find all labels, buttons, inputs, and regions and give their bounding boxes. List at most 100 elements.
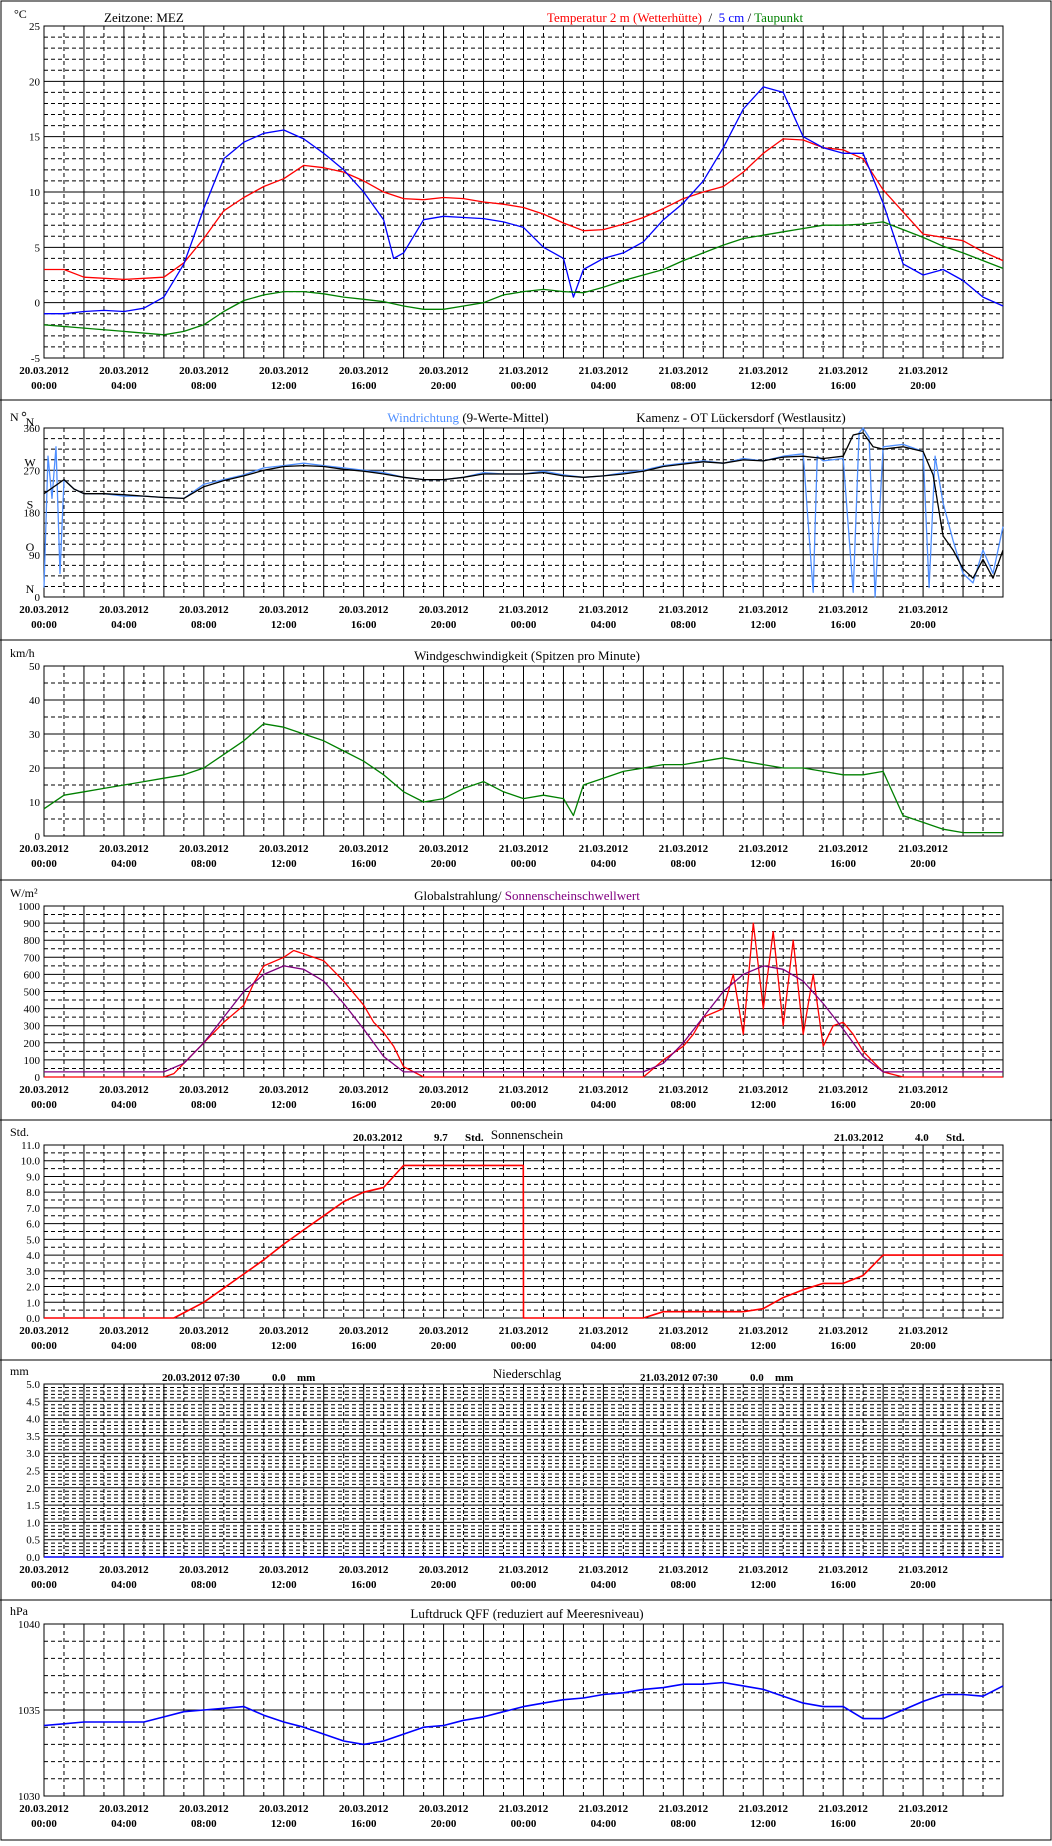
- press-xtick-date: 20.03.2012: [99, 1803, 149, 1815]
- temp-title-part: Taupunkt: [754, 10, 803, 25]
- press-xtick-time: 16:00: [351, 1818, 377, 1830]
- dir-title: Windrichtung (9-Werte-Mittel): [387, 410, 548, 425]
- temp-series-2-line: [44, 86, 1004, 315]
- rad-xtick-date: 21.03.2012: [739, 1084, 789, 1096]
- rain-xtick-time: 08:00: [670, 1579, 696, 1591]
- dir-ytick-label: 90: [29, 550, 41, 562]
- dir-xtick-date: 21.03.2012: [739, 604, 789, 616]
- dir-xtick-date: 20.03.2012: [19, 604, 69, 616]
- speed-title-part: Windgeschwindigkeit (Spitzen pro Minute): [414, 648, 640, 663]
- rad-xtick-time: 16:00: [351, 1099, 377, 1111]
- rain-ytick-label: 2.0: [26, 1483, 40, 1495]
- speed-ytick-label: 40: [29, 695, 41, 707]
- temp-series-3-line: [43, 221, 1004, 336]
- rain-xtick-time: 12:00: [271, 1579, 297, 1591]
- press-title: Luftdruck QFF (reduziert auf Meeresnivea…: [410, 1606, 643, 1621]
- rad-xtick-date: 20.03.2012: [99, 1084, 149, 1096]
- rain-xtick-time: 04:00: [591, 1579, 617, 1591]
- temp-xtick-date: 20.03.2012: [259, 365, 309, 377]
- dir-xtick-date: 21.03.2012: [499, 604, 549, 616]
- temp-xtick-date: 21.03.2012: [739, 365, 789, 377]
- press-xtick-date: 21.03.2012: [898, 1803, 948, 1815]
- sun-xtick-date: 21.03.2012: [579, 1325, 629, 1337]
- speed-xtick-date: 20.03.2012: [99, 843, 149, 855]
- dir-xtick-time: 12:00: [271, 619, 297, 631]
- sun-xtick-time: 12:00: [271, 1340, 297, 1352]
- temp-xtick-time: 00:00: [31, 380, 57, 392]
- press-unit: hPa: [10, 1604, 29, 1618]
- rain-xtick-time: 00:00: [31, 1579, 57, 1591]
- dir-series-2-line: [43, 432, 1004, 579]
- press-xtick-time: 20:00: [431, 1818, 457, 1830]
- temp-title: Temperatur 2 m (Wetterhütte) / 5 cm / Ta…: [547, 10, 804, 25]
- rad-xtick-time: 04:00: [111, 1099, 137, 1111]
- compass-label: S: [27, 498, 34, 512]
- sun-summary-date: 20.03.2012: [353, 1132, 403, 1144]
- rad-ytick-label: 600: [24, 969, 41, 981]
- dir-xtick-date: 20.03.2012: [179, 604, 229, 616]
- rad-xtick-time: 00:00: [31, 1099, 57, 1111]
- rad-xtick-date: 20.03.2012: [339, 1084, 389, 1096]
- sun-summary-unit: Std.: [465, 1132, 484, 1144]
- temp-xtick-time: 08:00: [191, 380, 217, 392]
- sun-title: Sonnenschein: [491, 1127, 564, 1142]
- sun-title-part: Sonnenschein: [491, 1127, 564, 1142]
- press-xtick-time: 20:00: [910, 1818, 936, 1830]
- sun-summary-value: 9.7: [434, 1132, 448, 1144]
- sun-xtick-time: 00:00: [511, 1340, 537, 1352]
- rain-summary-date: 20.03.2012 07:30: [162, 1372, 240, 1384]
- speed-ytick-label: 0: [35, 831, 41, 843]
- dir-ytick-label: 270: [24, 465, 41, 477]
- temp-xtick-date: 20.03.2012: [339, 365, 389, 377]
- rad-xtick-time: 08:00: [191, 1099, 217, 1111]
- rain-xtick-date: 20.03.2012: [419, 1564, 469, 1576]
- press-ytick-label: 1040: [18, 1619, 41, 1631]
- speed-xtick-date: 20.03.2012: [19, 843, 69, 855]
- press-xtick-time: 12:00: [271, 1818, 297, 1830]
- press-series-1-line: [43, 1681, 1004, 1746]
- sun-xtick-time: 16:00: [351, 1340, 377, 1352]
- temp-xtick-date: 20.03.2012: [419, 365, 469, 377]
- press-xtick-date: 21.03.2012: [579, 1803, 629, 1815]
- rain-ytick-label: 2.5: [26, 1466, 40, 1478]
- rain-xtick-time: 20:00: [910, 1579, 936, 1591]
- rad-xtick-time: 12:00: [750, 1099, 776, 1111]
- temp-xtick-time: 16:00: [830, 380, 856, 392]
- temp-xtick-date: 21.03.2012: [659, 365, 709, 377]
- rad-xtick-date: 21.03.2012: [818, 1084, 868, 1096]
- rad-series-1-line: [44, 922, 1003, 1078]
- temp-ytick-label: 5: [35, 242, 41, 254]
- speed-title: Windgeschwindigkeit (Spitzen pro Minute): [414, 648, 640, 663]
- dir-xtick-time: 16:00: [351, 619, 377, 631]
- press-xtick-time: 00:00: [31, 1818, 57, 1830]
- press-xtick-time: 04:00: [111, 1818, 137, 1830]
- dir-xtick-time: 00:00: [511, 619, 537, 631]
- rain-xtick-time: 00:00: [511, 1579, 537, 1591]
- rad-xtick-date: 20.03.2012: [259, 1084, 309, 1096]
- rad-xtick-date: 20.03.2012: [179, 1084, 229, 1096]
- sun-ytick-label: 8.0: [26, 1187, 40, 1199]
- speed-ytick-label: 20: [29, 763, 41, 775]
- press-xtick-date: 21.03.2012: [739, 1803, 789, 1815]
- rad-xtick-date: 20.03.2012: [419, 1084, 469, 1096]
- speed-xtick-date: 20.03.2012: [419, 843, 469, 855]
- speed-xtick-time: 16:00: [351, 858, 377, 870]
- temp-title-part: /: [702, 10, 719, 25]
- temp-ytick-label: 0: [35, 298, 41, 310]
- rain-xtick-date: 21.03.2012: [818, 1564, 868, 1576]
- rain-ytick-label: 3.0: [26, 1448, 40, 1460]
- rain-xtick-date: 21.03.2012: [659, 1564, 709, 1576]
- rad-xtick-time: 12:00: [271, 1099, 297, 1111]
- speed-xtick-time: 00:00: [511, 858, 537, 870]
- dir-xtick-time: 04:00: [111, 619, 137, 631]
- speed-xtick-time: 08:00: [670, 858, 696, 870]
- rain-xtick-date: 20.03.2012: [19, 1564, 69, 1576]
- rain-xtick-date: 21.03.2012: [579, 1564, 629, 1576]
- speed-xtick-time: 04:00: [591, 858, 617, 870]
- press-xtick-date: 21.03.2012: [659, 1803, 709, 1815]
- sun-xtick-date: 20.03.2012: [19, 1325, 69, 1337]
- press-title-part: Luftdruck QFF (reduziert auf Meeresnivea…: [410, 1606, 643, 1621]
- sun-summary-date: 21.03.2012: [834, 1132, 884, 1144]
- temp-xtick-time: 12:00: [750, 380, 776, 392]
